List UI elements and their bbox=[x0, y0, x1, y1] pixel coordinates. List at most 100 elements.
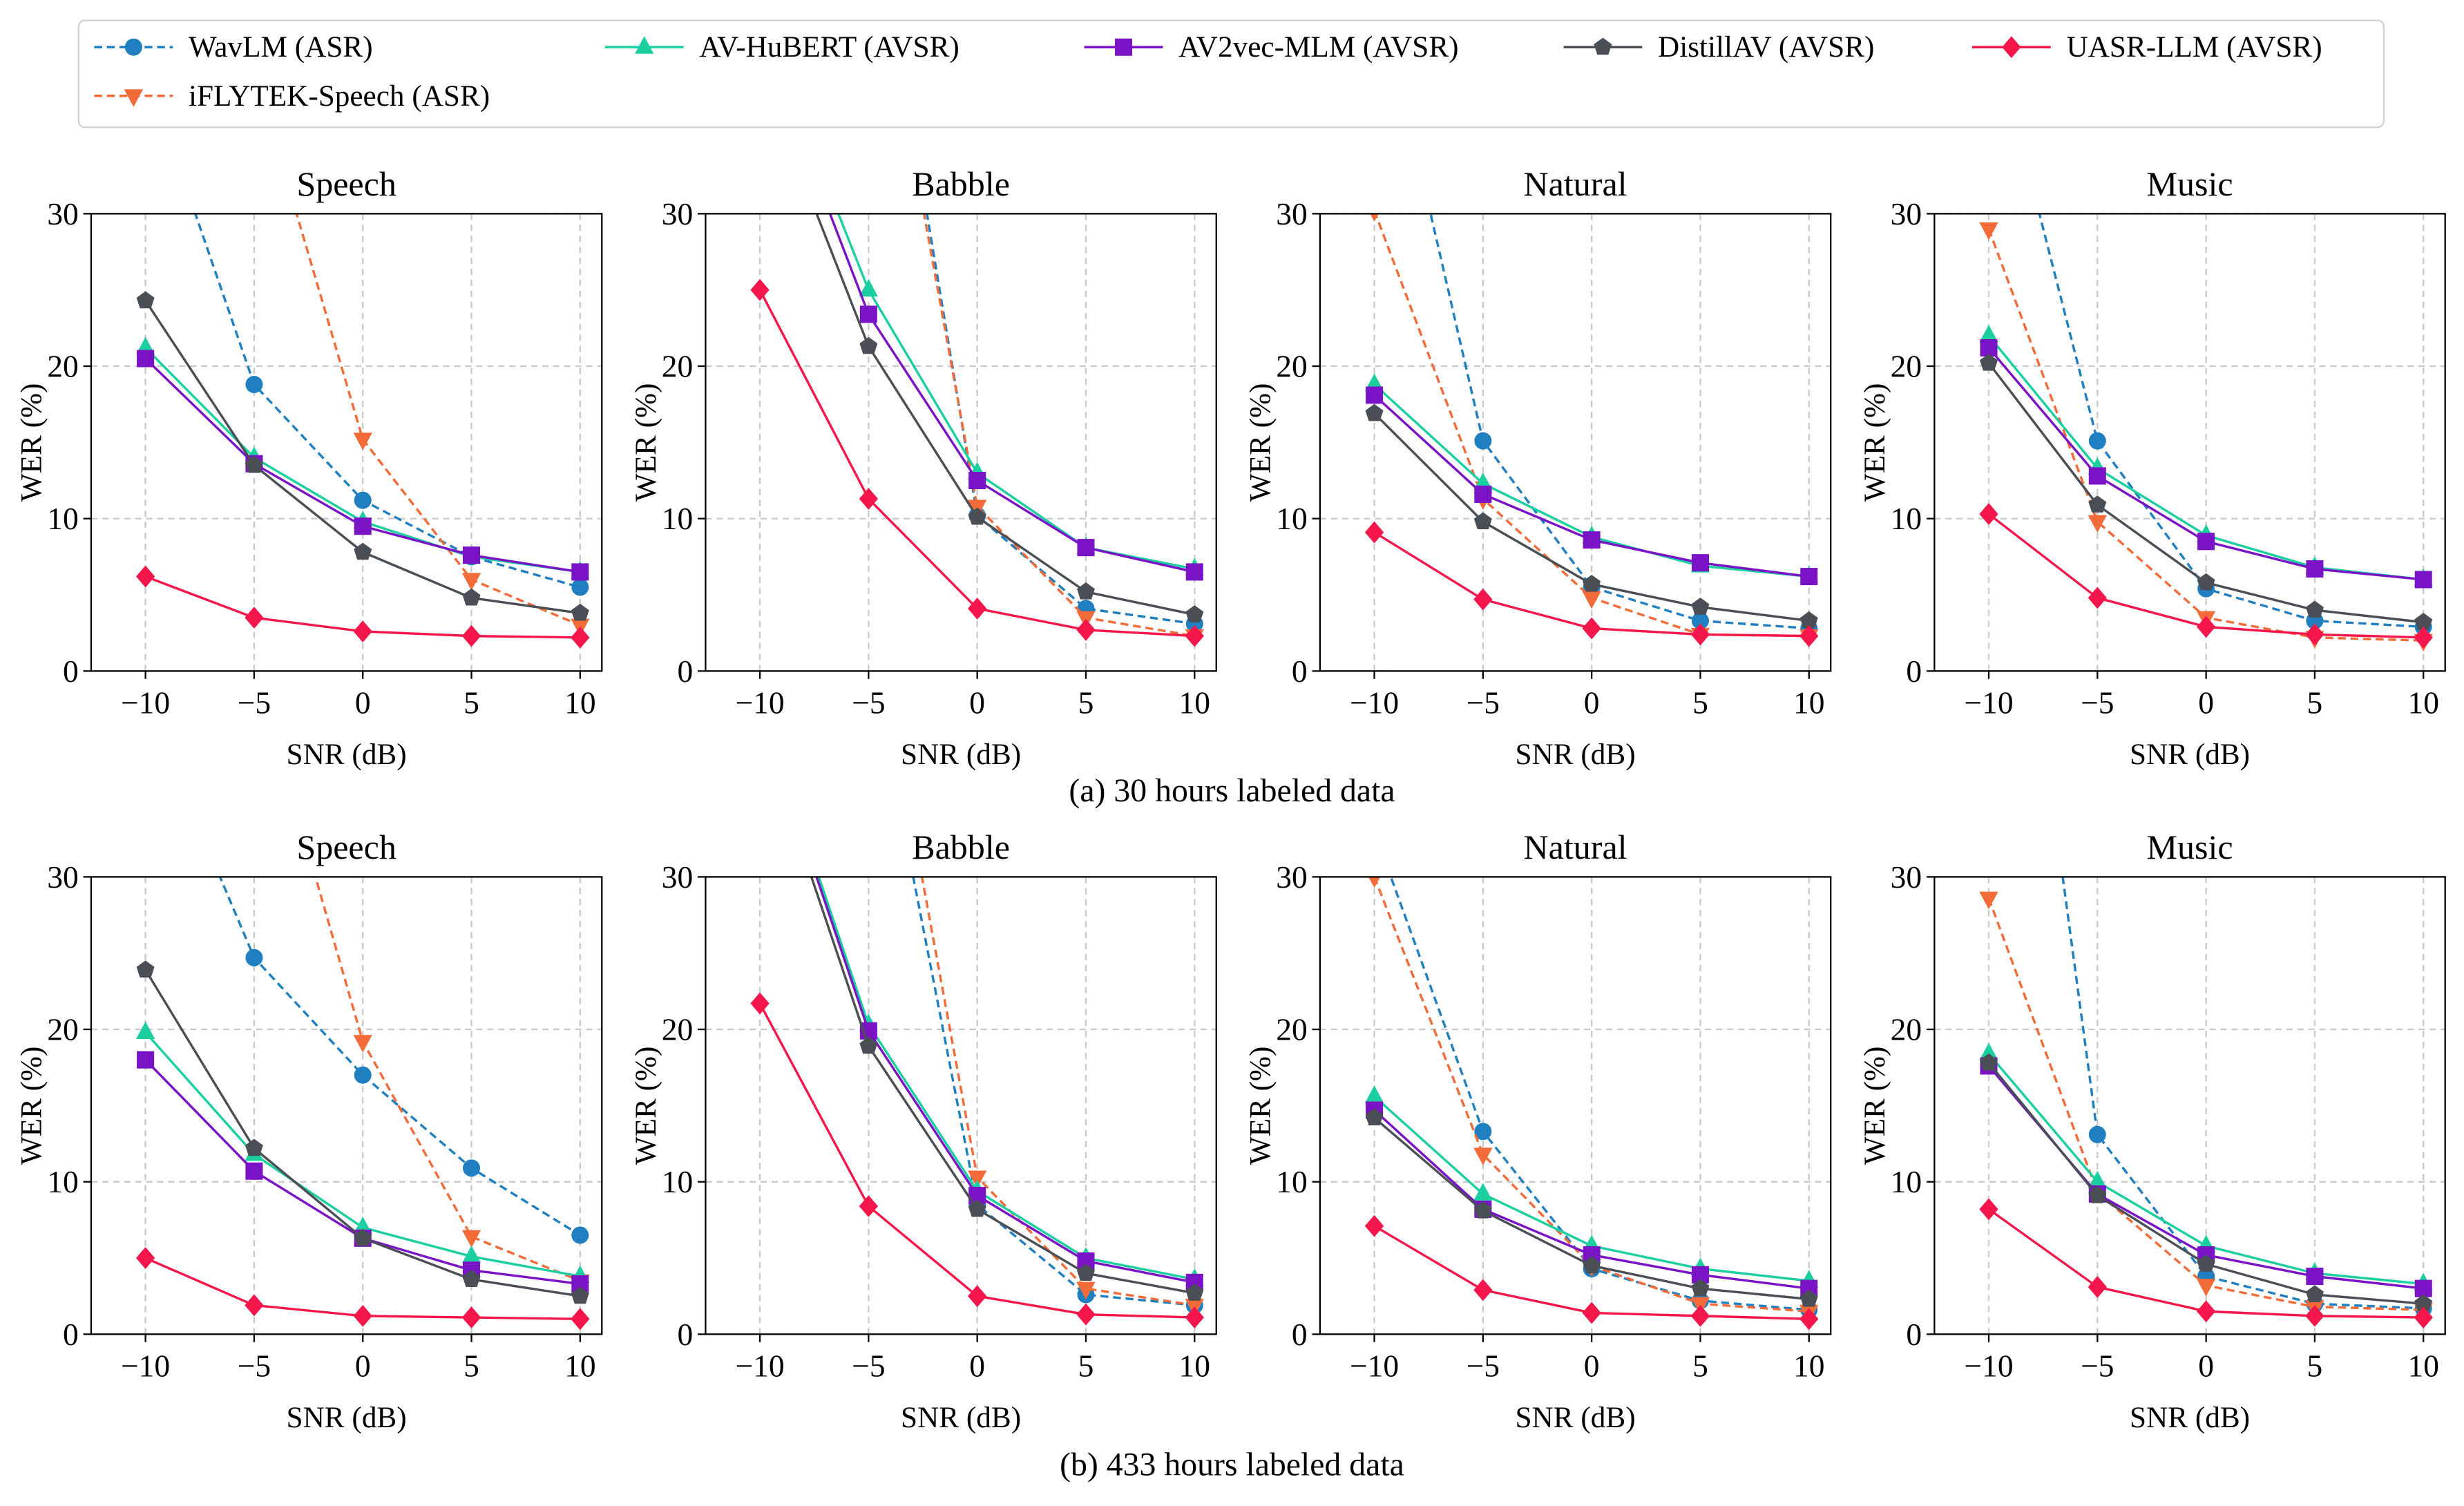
subplot-title: Babble bbox=[912, 828, 1010, 866]
axes-frame bbox=[1319, 876, 1832, 1335]
marker bbox=[461, 573, 481, 591]
marker bbox=[353, 432, 372, 450]
x-tick-label: 10 bbox=[564, 1348, 595, 1383]
marker bbox=[968, 472, 986, 490]
marker bbox=[2196, 1279, 2216, 1297]
marker bbox=[1583, 574, 1601, 592]
marker bbox=[859, 1036, 878, 1054]
marker bbox=[462, 588, 481, 606]
x-axis-label: SNR (dB) bbox=[287, 1401, 407, 1434]
x-tick-label: −5 bbox=[852, 1348, 885, 1383]
marker bbox=[135, 565, 155, 588]
subplot: 0 10 20 30 −10 −5 0 5 10 Natural SNR (dB) WER (%) bbox=[1243, 164, 1832, 771]
x-tick-label: 5 bbox=[1078, 1348, 1094, 1383]
marker bbox=[859, 278, 879, 297]
marker bbox=[968, 1199, 986, 1217]
series-line bbox=[922, 213, 1195, 638]
legend-label: AV2vec-MLM (AVSR) bbox=[1178, 30, 1458, 64]
marker bbox=[124, 38, 142, 56]
marker bbox=[1185, 563, 1203, 581]
x-tick-label: −10 bbox=[121, 685, 170, 720]
marker bbox=[571, 626, 590, 649]
marker bbox=[571, 1226, 589, 1244]
x-tick-label: 10 bbox=[1179, 1348, 1210, 1383]
x-tick-label: −10 bbox=[1964, 1348, 2013, 1383]
axes-frame bbox=[90, 876, 603, 1335]
x-tick-label: −5 bbox=[1467, 685, 1500, 720]
marker bbox=[463, 546, 481, 564]
x-tick-label: 10 bbox=[1179, 685, 1210, 720]
marker bbox=[2088, 495, 2107, 513]
marker bbox=[968, 1170, 987, 1189]
x-tick-label: 5 bbox=[464, 685, 479, 720]
marker bbox=[1799, 1289, 1818, 1307]
marker bbox=[1366, 386, 1384, 404]
marker bbox=[135, 1247, 155, 1269]
x-axis-label: SNR (dB) bbox=[901, 738, 1021, 771]
marker bbox=[968, 507, 986, 525]
marker bbox=[1077, 539, 1095, 557]
marker bbox=[1594, 37, 1612, 55]
y-tick-label: 10 bbox=[1276, 501, 1307, 536]
marker bbox=[353, 1304, 372, 1327]
y-tick-label: 0 bbox=[1292, 654, 1308, 689]
marker bbox=[1799, 1308, 1819, 1331]
y-tick-label: 0 bbox=[63, 654, 79, 689]
marker bbox=[2197, 533, 2215, 551]
axes-frame bbox=[705, 213, 1217, 672]
x-tick-label: −10 bbox=[736, 1348, 785, 1383]
x-axis-label: SNR (dB) bbox=[1516, 738, 1636, 771]
marker bbox=[1691, 598, 1710, 615]
marker bbox=[2196, 616, 2216, 638]
axes-frame bbox=[90, 213, 603, 672]
marker bbox=[968, 1285, 987, 1308]
marker bbox=[2088, 432, 2106, 450]
x-tick-label: −10 bbox=[121, 1348, 170, 1383]
marker bbox=[353, 1035, 372, 1053]
y-tick-label: 10 bbox=[1276, 1164, 1307, 1199]
y-axis-label: WER (%) bbox=[15, 383, 48, 502]
y-tick-label: 20 bbox=[47, 1012, 78, 1047]
marker bbox=[461, 1245, 481, 1264]
marker bbox=[2414, 1279, 2432, 1297]
y-tick-label: 30 bbox=[47, 859, 78, 895]
marker bbox=[859, 305, 877, 323]
marker bbox=[1076, 1303, 1096, 1326]
marker bbox=[1979, 324, 1998, 343]
marker bbox=[245, 949, 263, 966]
legend-label: AV-HuBERT (AVSR) bbox=[699, 30, 959, 64]
marker bbox=[859, 1195, 879, 1217]
x-tick-label: 10 bbox=[1793, 685, 1824, 720]
marker bbox=[124, 89, 144, 107]
x-tick-label: −5 bbox=[238, 685, 271, 720]
y-axis-label: WER (%) bbox=[1858, 1047, 1891, 1165]
marker bbox=[2088, 515, 2107, 533]
marker bbox=[1185, 605, 1204, 622]
marker bbox=[1799, 625, 1819, 647]
legend-label: DistillAV (AVSR) bbox=[1658, 30, 1874, 64]
y-tick-label: 30 bbox=[662, 859, 693, 895]
plot-area bbox=[1364, 877, 1819, 1331]
plot-area bbox=[135, 213, 590, 649]
x-tick-label: 0 bbox=[969, 1348, 985, 1383]
marker bbox=[2088, 587, 2107, 609]
subplot: 0 10 20 30 −10 −5 0 5 10 Speech SNR (dB) WER (%) bbox=[15, 828, 603, 1434]
marker bbox=[1979, 1198, 1998, 1221]
x-tick-label: −10 bbox=[1350, 1348, 1399, 1383]
plot-area bbox=[1979, 213, 2433, 652]
y-tick-label: 30 bbox=[1891, 859, 1922, 895]
plot-area bbox=[750, 877, 1204, 1329]
y-axis-label: WER (%) bbox=[1243, 1047, 1277, 1165]
marker bbox=[135, 1021, 155, 1040]
marker bbox=[354, 1228, 372, 1246]
y-axis-label: WER (%) bbox=[15, 1047, 48, 1165]
x-tick-label: 5 bbox=[2307, 685, 2323, 720]
marker bbox=[1364, 1214, 1384, 1237]
marker bbox=[1365, 1108, 1384, 1126]
marker bbox=[2414, 613, 2433, 630]
y-tick-label: 20 bbox=[662, 1012, 693, 1047]
y-tick-label: 20 bbox=[1276, 349, 1307, 384]
marker bbox=[1583, 531, 1601, 549]
x-tick-label: 10 bbox=[2407, 1348, 2438, 1383]
marker bbox=[1474, 485, 1492, 503]
